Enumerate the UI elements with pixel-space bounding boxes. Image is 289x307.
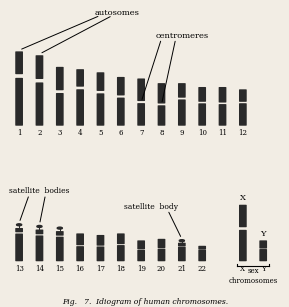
FancyBboxPatch shape [117,233,125,244]
FancyBboxPatch shape [36,230,43,234]
FancyBboxPatch shape [219,104,226,126]
FancyBboxPatch shape [198,250,206,261]
Circle shape [57,227,62,229]
Text: 22: 22 [198,265,207,273]
FancyBboxPatch shape [56,67,64,90]
FancyBboxPatch shape [76,69,84,87]
FancyBboxPatch shape [117,245,125,261]
Circle shape [16,224,22,226]
FancyBboxPatch shape [137,240,145,249]
FancyBboxPatch shape [36,235,43,261]
Text: 7: 7 [139,129,143,137]
Text: 6: 6 [118,129,123,137]
Circle shape [37,225,42,227]
FancyBboxPatch shape [117,98,125,126]
Text: sex
chromosomes: sex chromosomes [228,267,278,285]
FancyBboxPatch shape [15,228,23,232]
Text: 4: 4 [78,129,82,137]
FancyBboxPatch shape [15,51,23,74]
FancyBboxPatch shape [219,87,226,103]
FancyBboxPatch shape [198,246,206,250]
FancyBboxPatch shape [198,103,206,126]
FancyBboxPatch shape [178,83,186,98]
Text: 10: 10 [198,129,207,137]
Text: centromeres: centromeres [155,32,208,40]
Text: 1: 1 [17,129,21,137]
Text: 14: 14 [35,265,44,273]
Text: satellite  body: satellite body [124,203,178,211]
FancyBboxPatch shape [56,231,64,236]
Text: 13: 13 [15,265,23,273]
Text: Y: Y [260,230,266,238]
FancyBboxPatch shape [158,83,165,103]
FancyBboxPatch shape [178,247,186,261]
FancyBboxPatch shape [76,246,84,261]
Text: satellite  bodies: satellite bodies [9,187,70,195]
FancyBboxPatch shape [198,87,206,102]
FancyBboxPatch shape [76,89,84,126]
Text: 17: 17 [96,265,105,273]
FancyBboxPatch shape [97,235,104,246]
FancyBboxPatch shape [239,89,247,102]
FancyBboxPatch shape [97,247,104,261]
Text: 8: 8 [159,129,164,137]
FancyBboxPatch shape [117,77,125,95]
FancyBboxPatch shape [178,243,186,247]
Text: 9: 9 [179,129,184,137]
Text: X: X [240,265,245,273]
Text: 5: 5 [98,129,103,137]
FancyBboxPatch shape [137,79,145,101]
FancyBboxPatch shape [239,103,247,126]
FancyBboxPatch shape [36,55,43,79]
FancyBboxPatch shape [36,82,43,126]
FancyBboxPatch shape [15,234,23,261]
FancyBboxPatch shape [158,105,165,126]
FancyBboxPatch shape [97,72,104,91]
FancyBboxPatch shape [76,233,84,245]
FancyBboxPatch shape [56,237,64,261]
FancyBboxPatch shape [137,103,145,126]
Text: 19: 19 [137,265,146,273]
FancyBboxPatch shape [15,78,23,126]
Text: Y: Y [261,265,266,273]
FancyBboxPatch shape [158,239,165,248]
Text: 21: 21 [177,265,186,273]
Circle shape [179,240,184,242]
Text: 11: 11 [218,129,227,137]
Text: 16: 16 [76,265,85,273]
FancyBboxPatch shape [259,240,267,249]
FancyBboxPatch shape [137,250,145,261]
FancyBboxPatch shape [239,230,247,261]
FancyBboxPatch shape [239,205,247,227]
FancyBboxPatch shape [56,93,64,126]
Text: Fig.   7.  Idiogram of human chromosomes.: Fig. 7. Idiogram of human chromosomes. [62,298,228,306]
FancyBboxPatch shape [158,249,165,261]
Text: X: X [240,194,246,202]
Text: 3: 3 [58,129,62,137]
FancyBboxPatch shape [97,93,104,126]
Text: 2: 2 [37,129,42,137]
Text: 18: 18 [116,265,125,273]
Text: 12: 12 [238,129,247,137]
FancyBboxPatch shape [178,99,186,126]
Text: autosomes: autosomes [94,9,139,17]
Text: 15: 15 [55,265,64,273]
FancyBboxPatch shape [259,249,267,261]
Text: 20: 20 [157,265,166,273]
